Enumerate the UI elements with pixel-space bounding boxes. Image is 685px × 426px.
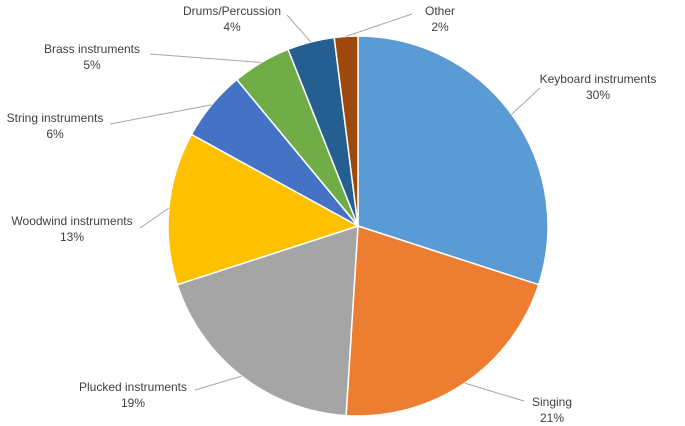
slice-value-label: 21%	[540, 411, 564, 425]
slice-label: Other	[425, 4, 455, 18]
leader-line	[286, 14, 312, 43]
leader-line	[149, 53, 262, 63]
slice-label: Singing	[532, 395, 572, 409]
slice-label: Keyboard instruments	[540, 72, 657, 86]
leader-line	[109, 104, 212, 125]
leader-line	[345, 13, 413, 37]
slice-value-label: 19%	[121, 396, 145, 410]
leader-line	[464, 382, 525, 402]
slice-label: Brass instruments	[44, 42, 140, 56]
slice-label: Drums/Percussion	[183, 4, 281, 18]
leader-line	[511, 87, 541, 115]
slice-label: String instruments	[7, 111, 104, 125]
leader-line	[139, 207, 170, 229]
slice-value-label: 4%	[223, 20, 241, 34]
pie-slice	[167, 133, 360, 286]
slice-value-label: 13%	[60, 230, 84, 244]
slice-value-label: 6%	[46, 127, 64, 141]
slice-label: Plucked instruments	[79, 380, 187, 394]
slice-label: Woodwind instruments	[11, 214, 132, 228]
slice-value-label: 5%	[83, 58, 101, 72]
slice-value-label: 2%	[431, 20, 449, 34]
slice-value-label: 30%	[586, 88, 610, 102]
leader-line	[194, 375, 242, 391]
